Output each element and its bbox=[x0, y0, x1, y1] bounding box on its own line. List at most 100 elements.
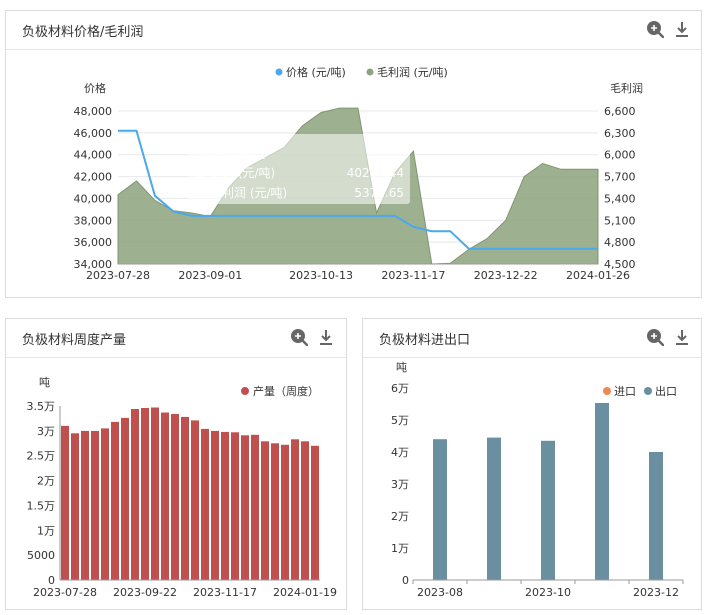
y-tick-label: 1万 bbox=[37, 524, 55, 537]
import-export-panel: 负极材料进出口 0 1万 2万 3万 4万 5万 6万 吨 2023-08 2023-10 2023… bbox=[362, 318, 702, 610]
y-tick-label: 4万 bbox=[391, 446, 409, 459]
x-tick-label: 2023-12-22 bbox=[474, 269, 538, 282]
y-axis-label: 吨 bbox=[39, 376, 50, 389]
output-bar bbox=[131, 409, 139, 580]
y-tick-label: 5000 bbox=[27, 549, 55, 562]
panel-header: 负极材料价格/毛利润 bbox=[6, 11, 701, 50]
weekly-output-panel: 负极材料周度产量 0 5000 1万 1.5万 2万 2.5万 3万 3.5万 吨 2023-07… bbox=[5, 318, 347, 610]
x-tick-label: 2023-09-22 bbox=[113, 586, 177, 599]
y-tick-label: 3.5万 bbox=[27, 400, 56, 413]
y-axis-label: 吨 bbox=[396, 361, 407, 374]
output-bar bbox=[61, 425, 69, 580]
download-icon[interactable] bbox=[317, 328, 335, 346]
y-axis-label-right: 毛利润 bbox=[610, 81, 643, 95]
legend-label: 毛利润 (元/吨) bbox=[377, 65, 448, 79]
x-tick-label: 2023-07-28 bbox=[86, 269, 150, 282]
output-bar bbox=[171, 414, 179, 580]
price-line bbox=[118, 129, 598, 250]
legend-marker-price bbox=[275, 68, 283, 76]
download-icon[interactable] bbox=[673, 328, 691, 346]
output-bar bbox=[211, 430, 219, 580]
legend-label: 进口 bbox=[614, 385, 636, 398]
panel-title: 负极材料周度产量 bbox=[22, 333, 127, 348]
output-bar bbox=[151, 407, 159, 580]
x-tick-label: 2023-08 bbox=[417, 586, 463, 599]
x-tick-label: 2023-10-13 bbox=[289, 269, 353, 282]
y-tick-label: 3万 bbox=[37, 425, 55, 438]
output-bar bbox=[261, 441, 269, 580]
y-tick-label: 5万 bbox=[391, 414, 409, 427]
y-tick-label: 0 bbox=[48, 574, 55, 587]
output-bar bbox=[181, 416, 189, 580]
tooltip-series-name: 毛利润 (元/吨) bbox=[210, 186, 287, 200]
y-tick-right: 5,100 bbox=[604, 214, 636, 227]
output-bar bbox=[231, 432, 239, 580]
price-profit-panel: 负极材料价格/毛利润 34,000 36,000 38,000 40,000 42,00… bbox=[5, 10, 702, 298]
panel-header: 负极材料进出口 bbox=[363, 319, 701, 358]
y-tick-label: 2万 bbox=[37, 475, 55, 488]
y-axis-label-left: 价格 bbox=[84, 81, 106, 95]
zoom-in-icon[interactable] bbox=[290, 328, 308, 346]
x-tick-label: 2024-01-26 bbox=[566, 269, 630, 282]
legend-label: 价格 (元/吨) bbox=[286, 65, 346, 79]
output-bar bbox=[271, 443, 279, 580]
y-tick-left: 48,000 bbox=[74, 105, 113, 118]
y-tick-right: 4,800 bbox=[604, 236, 636, 249]
zoom-in-icon[interactable] bbox=[646, 20, 664, 38]
y-tick-left: 44,000 bbox=[74, 149, 113, 162]
legend-marker-profit bbox=[366, 68, 374, 76]
output-bar bbox=[301, 441, 309, 580]
y-tick-left: 38,000 bbox=[74, 214, 113, 227]
y-tick-right: 4,500 bbox=[604, 258, 636, 271]
output-bar bbox=[191, 420, 199, 580]
legend-label: 产量（周度） bbox=[253, 384, 319, 398]
y-tick-label: 2.5万 bbox=[27, 450, 56, 463]
legend-marker-export bbox=[644, 387, 652, 395]
price-profit-chart: 34,000 36,000 38,000 40,000 42,000 44,000 46,0… bbox=[74, 65, 644, 282]
y-tick-right: 5,400 bbox=[604, 192, 636, 205]
output-bar bbox=[201, 428, 209, 580]
export-bar bbox=[649, 452, 663, 580]
y-tick-label: 2万 bbox=[391, 510, 409, 523]
weekly-output-chart: 0 5000 1万 1.5万 2万 2.5万 3万 3.5万 吨 2023-07-28 2023-0… bbox=[27, 376, 337, 599]
output-bar bbox=[91, 430, 99, 580]
y-tick-label: 0 bbox=[402, 574, 409, 587]
y-tick-right: 6,300 bbox=[604, 127, 636, 140]
x-tick-label: 2023-11-17 bbox=[193, 586, 257, 599]
x-tick-label: 2023-09-01 bbox=[178, 269, 242, 282]
x-tick-label: 2023-10 bbox=[525, 586, 571, 599]
y-tick-left: 36,000 bbox=[74, 236, 113, 249]
y-tick-label: 1.5万 bbox=[27, 499, 56, 512]
y-tick-right: 5,700 bbox=[604, 171, 636, 184]
legend-marker bbox=[241, 387, 249, 395]
zoom-in-icon[interactable] bbox=[646, 328, 664, 346]
y-tick-right: 6,600 bbox=[604, 105, 636, 118]
y-tick-label: 1万 bbox=[391, 542, 409, 555]
output-bar bbox=[281, 444, 289, 580]
output-bar bbox=[221, 431, 229, 580]
y-tick-left: 40,000 bbox=[74, 192, 113, 205]
tooltip-series-name: 价格 (元/吨) bbox=[210, 165, 275, 180]
download-icon[interactable] bbox=[673, 20, 691, 38]
output-bar bbox=[161, 412, 169, 580]
output-bar bbox=[121, 417, 129, 580]
legend-label: 出口 bbox=[655, 384, 677, 398]
x-tick-label: 2023-11-17 bbox=[381, 269, 445, 282]
tooltip-marker bbox=[196, 169, 204, 177]
output-bar bbox=[291, 439, 299, 580]
tooltip-box bbox=[188, 134, 410, 204]
panel-title: 负极材料价格/毛利润 bbox=[22, 25, 144, 40]
output-bar bbox=[241, 435, 249, 580]
tooltip-value: 40244.44 bbox=[347, 166, 404, 180]
tooltip-date: 2023-08-11 bbox=[196, 148, 266, 162]
y-tick-label: 3万 bbox=[391, 478, 409, 491]
export-bar bbox=[541, 440, 555, 580]
panel-header: 负极材料周度产量 bbox=[6, 319, 346, 358]
panel-title: 负极材料进出口 bbox=[379, 333, 471, 348]
output-bar bbox=[101, 428, 109, 580]
y-tick-left: 42,000 bbox=[74, 171, 113, 184]
export-bar bbox=[487, 437, 501, 580]
legend-marker-import bbox=[603, 387, 611, 395]
tooltip-marker bbox=[196, 189, 204, 197]
x-tick-label: 2024-01-19 bbox=[273, 586, 337, 599]
